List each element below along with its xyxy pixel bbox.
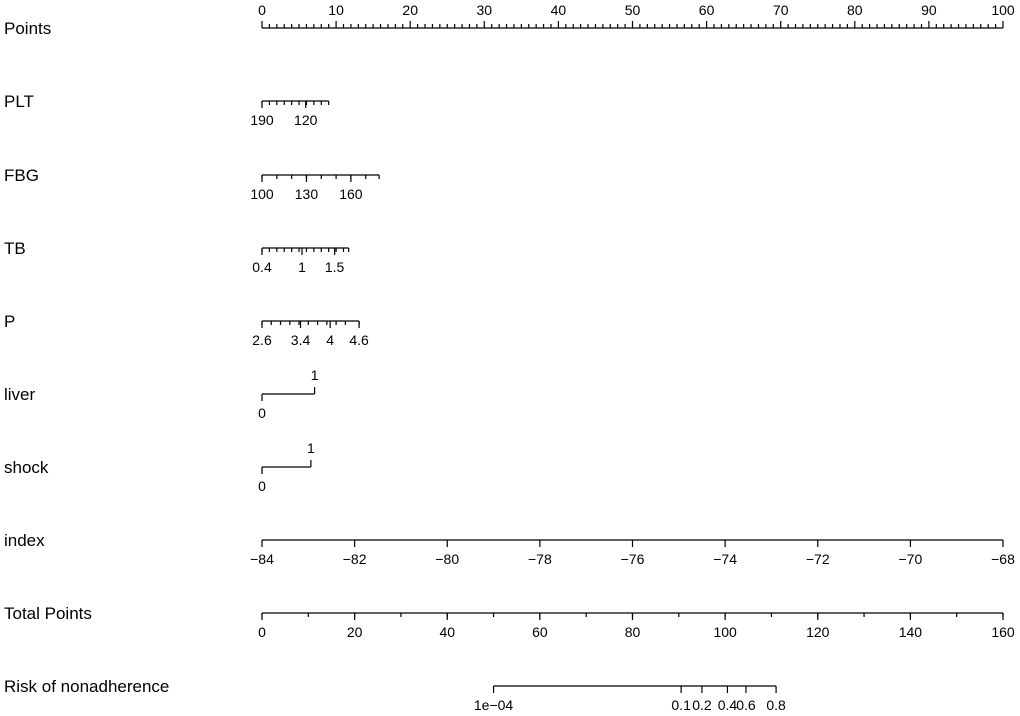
tick-label: 160	[339, 186, 363, 202]
tick-label: −68	[991, 551, 1015, 567]
tick-label: −72	[806, 551, 830, 567]
tick-label: −84	[250, 551, 274, 567]
tick-label: −82	[343, 551, 367, 567]
tick-label: 1	[307, 440, 315, 456]
tick-label: 100	[991, 2, 1015, 18]
tick-label: 90	[921, 2, 937, 18]
tick-label: 190	[250, 112, 274, 128]
tick-label: 0	[258, 2, 266, 18]
tick-label: 0.6	[736, 697, 756, 713]
tick-label: 0.1	[671, 697, 691, 713]
row-total-points: Total Points 0 20 40 60 80 100 120 140 160	[4, 604, 1015, 640]
tick-label: −76	[621, 551, 645, 567]
tick-label: 80	[625, 624, 641, 640]
tick-label: 0	[258, 405, 266, 421]
tick-label: −80	[435, 551, 459, 567]
row-label: Total Points	[4, 604, 92, 623]
tick-label: 140	[899, 624, 923, 640]
row-label: Risk of nonadherence	[4, 677, 169, 696]
tick-label: 130	[295, 186, 319, 202]
row-p: P 2.6 3.4 4 4.6	[4, 312, 369, 348]
tick-label: 0	[258, 478, 266, 494]
tick-label: −70	[899, 551, 923, 567]
tick-label: 60	[699, 2, 715, 18]
tick-label: 120	[294, 112, 318, 128]
row-risk-of-nonadherence: Risk of nonadherence 1e−04 0.1 0.2 0.4 0.6 0.8	[4, 677, 786, 713]
tick-label: 50	[625, 2, 641, 18]
tick-label: 2.6	[252, 332, 272, 348]
tick-label: 100	[713, 624, 737, 640]
tick-label: 3.4	[291, 332, 311, 348]
tick-label: 70	[773, 2, 789, 18]
tick-label: 120	[806, 624, 830, 640]
tick-label: 0.8	[766, 697, 786, 713]
row-plt: PLT 190 120	[4, 92, 330, 128]
tick-label: 20	[402, 2, 418, 18]
row-shock: shock 0 1	[4, 440, 315, 494]
tick-label: 40	[439, 624, 455, 640]
tick-label: 60	[532, 624, 548, 640]
tick-label: 1e−04	[474, 697, 514, 713]
row-label: FBG	[4, 166, 39, 185]
tick-label: 30	[477, 2, 493, 18]
row-tb: TB 0.4 1 1.5	[4, 239, 350, 275]
tick-label: 4	[326, 332, 334, 348]
row-label: P	[4, 312, 15, 331]
row-label: shock	[4, 458, 49, 477]
tick-label: 80	[847, 2, 863, 18]
row-points: Points 0 10 20 30 40 50 60 70 80 90 100	[4, 2, 1015, 38]
tick-label: 40	[551, 2, 567, 18]
tick-label: 10	[328, 2, 344, 18]
row-label: TB	[4, 239, 26, 258]
tick-label: 1	[298, 259, 306, 275]
row-label: PLT	[4, 92, 34, 111]
tick-label: 4.6	[349, 332, 369, 348]
tick-label: 1	[311, 367, 319, 383]
tick-label: 0.2	[692, 697, 712, 713]
tick-label: 160	[991, 624, 1015, 640]
row-label: index	[4, 531, 45, 550]
row-fbg: FBG 100 130 160	[4, 166, 380, 202]
tick-label: 20	[347, 624, 363, 640]
row-label: liver	[4, 385, 36, 404]
tick-label: −78	[528, 551, 552, 567]
tick-label: −74	[713, 551, 737, 567]
row-liver: liver 0 1	[4, 367, 319, 421]
tick-label: 0	[258, 624, 266, 640]
tick-label: 0.4	[718, 697, 738, 713]
tick-label: 0.4	[252, 259, 272, 275]
tick-label: 1.5	[325, 259, 345, 275]
row-label: Points	[4, 19, 51, 38]
tick-label: 100	[250, 186, 274, 202]
row-index: index −84 −82 −80 −78 −76 −74 −72 −70 −68	[4, 531, 1015, 567]
